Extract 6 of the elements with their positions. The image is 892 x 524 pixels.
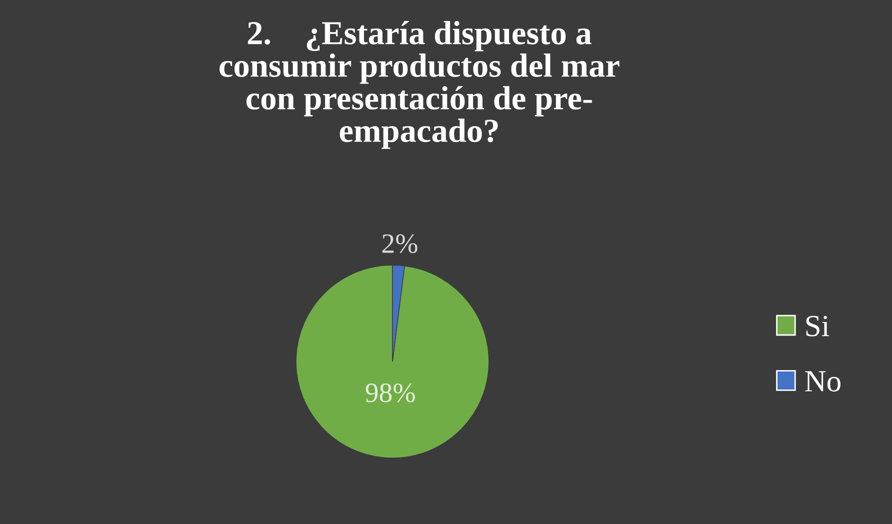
pie-slice [296,264,490,458]
chart-title: 2. ¿Estaría dispuesto a consumir productos del mar con presentación de pre- empacado? [220,20,620,149]
legend-label: Si [806,316,830,336]
data-label: 2% [382,234,418,254]
data-label: 98% [366,383,415,402]
legend-label: No [805,371,840,392]
